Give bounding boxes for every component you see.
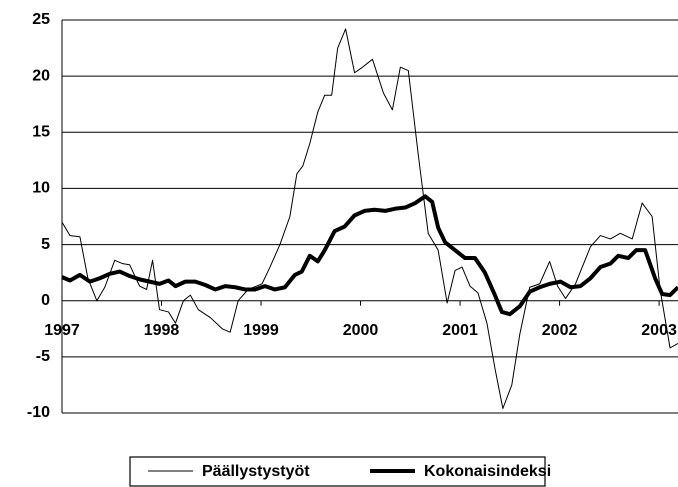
x-tick-label: 1999	[243, 322, 279, 339]
x-tick-label: 1997	[44, 322, 80, 339]
x-tick-label: 2002	[542, 322, 578, 339]
series-line	[61, 28, 678, 410]
x-tick-label: 1998	[144, 322, 180, 339]
legend-label: Kokonaisindeksi	[424, 463, 551, 480]
y-tick-label: 5	[41, 236, 50, 253]
y-tick-label: 0	[41, 292, 50, 309]
x-tick-label: 2001	[442, 322, 478, 339]
legend: Päällystystyöt Kokonaisindeksi	[129, 456, 551, 487]
x-tick-label: 2003	[641, 322, 677, 339]
y-tick-label: 15	[32, 124, 50, 141]
series-line	[61, 194, 678, 317]
y-tick-label: -5	[36, 348, 50, 365]
legend-label: Päällystystyöt	[202, 463, 310, 480]
legend-box	[129, 456, 546, 487]
y-tick-label: 25	[32, 11, 50, 28]
y-tick-label: -10	[27, 404, 50, 421]
x-tick-label: 2000	[343, 322, 379, 339]
y-tick-label: 20	[32, 67, 50, 84]
y-tick-label: 10	[32, 180, 50, 197]
